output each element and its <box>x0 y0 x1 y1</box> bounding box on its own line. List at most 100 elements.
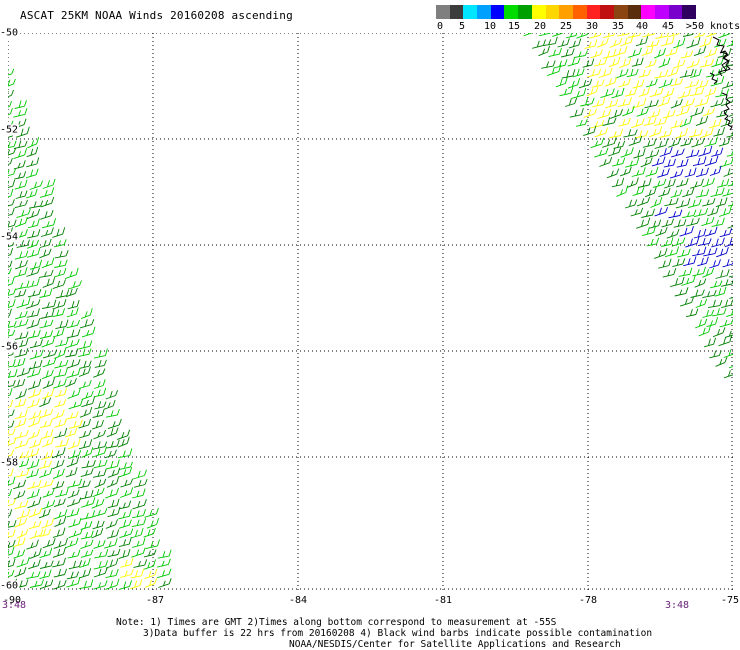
wind-barb <box>709 259 721 269</box>
wind-barb <box>107 498 120 509</box>
wind-barb <box>118 580 133 590</box>
wind-barb <box>66 497 82 508</box>
wind-barb <box>158 578 172 588</box>
wind-barb <box>78 418 92 429</box>
wind-barb <box>602 137 617 148</box>
wind-barb <box>649 87 664 98</box>
wind-barb <box>14 348 29 358</box>
wind-barb <box>27 239 40 249</box>
wind-barb <box>39 187 55 198</box>
coastline-segment <box>721 92 731 116</box>
wind-barb <box>8 140 17 148</box>
wind-barb <box>51 447 66 459</box>
wind-barb <box>39 419 53 429</box>
lon-label: -87 <box>145 595 165 606</box>
wind-barb <box>39 468 53 478</box>
wind-barb <box>80 308 93 320</box>
wind-barb <box>14 199 28 209</box>
wind-barb <box>684 79 700 89</box>
wind-barb <box>52 327 65 338</box>
wind-barb <box>693 207 709 218</box>
wind-barb <box>28 388 42 399</box>
wind-barb <box>532 39 546 49</box>
wind-barb <box>78 429 92 439</box>
wind-barb <box>78 379 92 389</box>
wind-barb <box>66 411 79 420</box>
wind-barb <box>689 87 705 97</box>
wind-barb <box>118 466 133 478</box>
wind-barb <box>662 268 677 278</box>
wind-barb <box>638 69 651 78</box>
wind-barb <box>632 187 645 197</box>
wind-barb <box>710 187 725 198</box>
legend-swatch <box>490 5 505 19</box>
wind-barb <box>609 38 623 48</box>
wind-barb <box>662 87 675 99</box>
wind-barb <box>66 456 80 468</box>
wind-barb <box>638 86 651 97</box>
wind-barb <box>611 177 625 188</box>
wind-barb <box>690 106 705 117</box>
lon-label: -84 <box>288 595 308 606</box>
wind-barb <box>26 157 40 168</box>
wind-barb <box>41 429 54 439</box>
wind-barb <box>728 113 733 117</box>
wind-barb <box>654 248 668 259</box>
wind-barb <box>566 33 578 39</box>
wind-barb <box>655 227 668 237</box>
coastline-segment <box>712 36 729 77</box>
legend-swatch <box>641 5 655 19</box>
wind-barb <box>105 578 120 590</box>
wind-barb <box>52 279 66 290</box>
coastline-segment <box>719 50 731 72</box>
wind-barb <box>676 248 691 258</box>
wind-barb <box>131 547 146 558</box>
wind-barb <box>619 166 632 177</box>
coastline <box>709 36 733 131</box>
wind-barb <box>645 149 660 159</box>
wind-barb <box>695 167 709 178</box>
wind-barb <box>39 238 52 248</box>
wind-barb <box>626 177 639 189</box>
wind-barb <box>39 319 54 329</box>
wind-barb <box>662 109 676 119</box>
wind-barb <box>642 33 655 38</box>
wind-barb <box>554 59 568 69</box>
legend-label: 40 <box>635 21 649 32</box>
wind-barb <box>27 479 42 490</box>
wind-barb <box>670 189 683 198</box>
wind-barb <box>722 259 733 268</box>
wind-barb <box>14 100 27 109</box>
wind-barb <box>54 359 69 369</box>
wind-barb <box>79 557 91 568</box>
wind-barb <box>14 567 27 578</box>
wind-barb <box>25 299 41 309</box>
wind-barb <box>26 208 41 220</box>
wind-barb <box>118 537 132 548</box>
wind-barb <box>649 219 662 229</box>
wind-barb <box>80 489 94 500</box>
wind-barb <box>42 299 57 309</box>
wind-barb <box>616 185 629 197</box>
wind-barb <box>13 357 26 368</box>
wind-barb <box>695 79 709 89</box>
wind-barb <box>679 296 695 307</box>
wind-map[interactable] <box>8 33 733 590</box>
wind-barb <box>92 487 105 498</box>
wind-barb <box>684 167 697 178</box>
wind-barb <box>27 278 40 288</box>
wind-barb <box>107 506 121 518</box>
wind-barb <box>93 368 106 378</box>
wind-barb <box>712 308 727 317</box>
wind-barb <box>117 436 130 448</box>
wind-barb <box>68 528 83 539</box>
wind-barb <box>65 348 79 358</box>
wind-barb <box>92 520 105 530</box>
legend-label: >50 knots <box>685 21 740 32</box>
wind-barb <box>107 467 121 478</box>
legend-swatch <box>436 5 450 19</box>
wind-barb <box>692 246 707 257</box>
wind-barb <box>118 500 132 510</box>
wind-barb <box>584 39 598 49</box>
wind-barb <box>106 529 120 539</box>
